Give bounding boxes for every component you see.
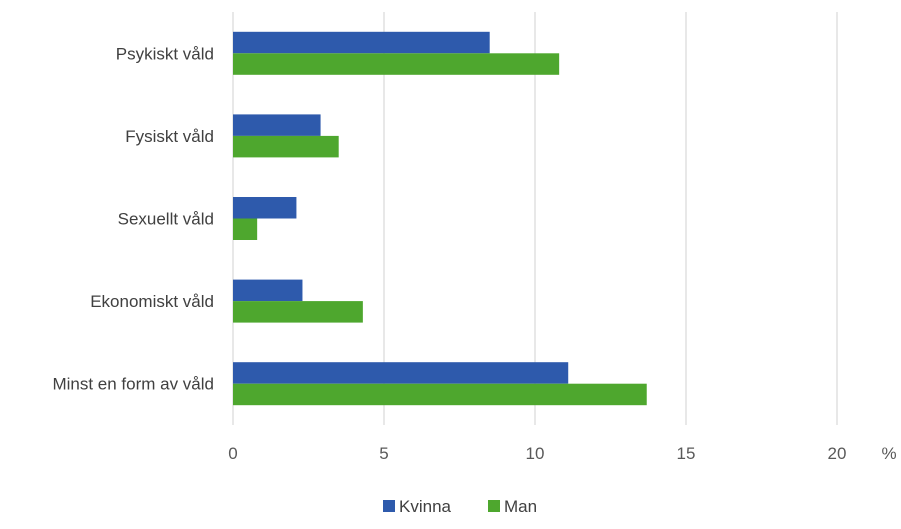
legend-label-man: Man bbox=[504, 497, 537, 516]
category-label-psykiskt-vald: Psykiskt våld bbox=[116, 44, 214, 63]
bar-kvinna-sexuellt-vald bbox=[233, 197, 297, 219]
x-tick-label-10: 10 bbox=[526, 444, 545, 463]
bar-kvinna-minst-en-form-av-vald bbox=[233, 362, 569, 384]
bar-man-sexuellt-vald bbox=[233, 218, 258, 240]
legend-swatch-man bbox=[488, 500, 500, 512]
x-tick-labels: 0 5 10 15 20 bbox=[228, 444, 846, 463]
category-label-minst-en-form-av-vald: Minst en form av våld bbox=[52, 375, 214, 394]
category-label-sexuellt-vald: Sexuellt våld bbox=[118, 210, 214, 229]
bar-man-psykiskt-vald bbox=[233, 53, 560, 75]
bar-kvinna-ekonomiskt-vald bbox=[233, 279, 303, 302]
legend-label-kvinna: Kvinna bbox=[399, 497, 452, 516]
category-labels: Psykiskt våld Fysiskt våld Sexuellt våld Ek… bbox=[52, 44, 214, 393]
x-tick-label-0: 0 bbox=[228, 444, 237, 463]
x-tick-label-15: 15 bbox=[677, 444, 696, 463]
bar-man-fysiskt-vald bbox=[233, 135, 339, 158]
bar-kvinna-psykiskt-vald bbox=[233, 31, 490, 54]
x-tick-label-20: 20 bbox=[828, 444, 847, 463]
legend-swatch-kvinna bbox=[383, 500, 395, 512]
bar-man-ekonomiskt-vald bbox=[233, 301, 363, 323]
category-label-fysiskt-vald: Fysiskt våld bbox=[125, 127, 214, 146]
category-label-ekonomiskt-vald: Ekonomiskt våld bbox=[90, 292, 214, 311]
bar-layer bbox=[233, 31, 647, 406]
bar-man-minst-en-form-av-vald bbox=[233, 383, 647, 406]
x-tick-label-5: 5 bbox=[379, 444, 388, 463]
bar-kvinna-fysiskt-vald bbox=[233, 114, 321, 136]
x-unit-label: % bbox=[881, 444, 896, 463]
legend: Kvinna Man bbox=[383, 497, 537, 516]
grid-layer bbox=[232, 12, 838, 425]
